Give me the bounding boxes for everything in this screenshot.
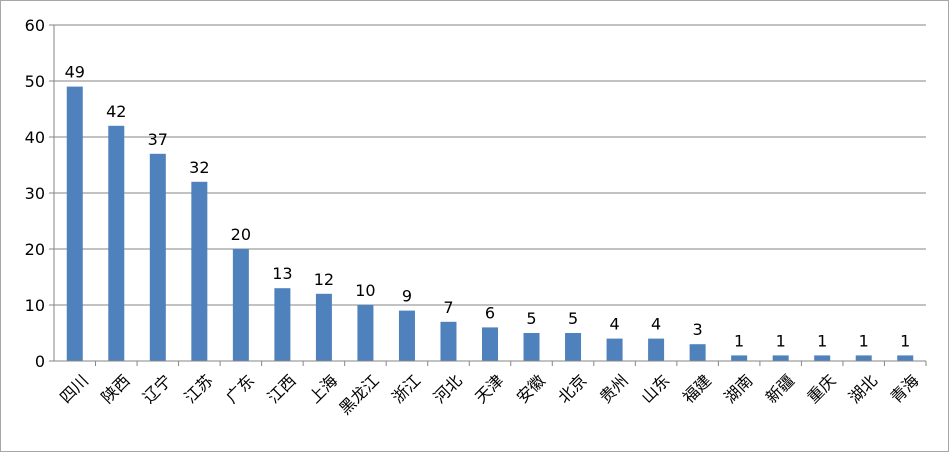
- bar: [565, 333, 582, 361]
- y-tick-label: 0: [35, 352, 45, 371]
- bar: [689, 344, 706, 361]
- bar: [606, 338, 623, 361]
- bar: [482, 327, 498, 361]
- x-tick-label: 广东: [222, 371, 258, 407]
- data-label: 32: [189, 158, 209, 177]
- data-label: 9: [402, 287, 412, 306]
- bar: [66, 86, 83, 361]
- x-tick-label: 重庆: [803, 371, 839, 407]
- bar: [731, 355, 748, 361]
- x-tick-label: 黑龙江: [335, 371, 382, 418]
- x-tick-label: 四川: [56, 371, 92, 407]
- bar: [108, 125, 125, 361]
- x-tick-label: 湖南: [720, 371, 756, 407]
- bar: [191, 181, 208, 361]
- y-tick-label: 50: [25, 72, 45, 91]
- x-tick-label: 北京: [554, 371, 590, 407]
- data-label: 4: [651, 315, 661, 334]
- data-label: 5: [526, 309, 536, 328]
- bar: [897, 355, 914, 361]
- x-tick-label: 天津: [471, 371, 507, 407]
- bar: [772, 355, 789, 361]
- x-tick-label: 江苏: [181, 371, 217, 407]
- data-label: 7: [443, 298, 453, 317]
- data-label: 12: [314, 270, 334, 289]
- data-label: 3: [693, 320, 703, 339]
- y-tick-label: 40: [25, 128, 45, 147]
- data-label: 10: [355, 281, 375, 300]
- bar: [648, 338, 665, 361]
- data-label: 1: [900, 331, 910, 350]
- x-tick-label: 辽宁: [139, 371, 175, 407]
- data-label: 1: [817, 331, 827, 350]
- bar: [274, 288, 291, 361]
- x-tick-label: 贵州: [596, 371, 632, 407]
- y-tick-label: 10: [25, 296, 45, 315]
- data-label: 1: [776, 331, 786, 350]
- y-tick-label: 60: [25, 16, 45, 35]
- bar: [232, 249, 249, 361]
- bar: [440, 321, 457, 361]
- bar: [855, 355, 872, 361]
- data-label: 13: [272, 264, 292, 283]
- data-label: 1: [734, 331, 744, 350]
- bar: [149, 153, 166, 361]
- bar: [315, 293, 332, 361]
- data-label: 4: [609, 315, 619, 334]
- data-labels: 49 42 37 32 20 13 12 10 9 7 6 5 5 4 4 3 1 1 1 1 1: [65, 63, 911, 351]
- x-tick-label: 山东: [637, 371, 673, 407]
- x-tick-label: 青海: [886, 371, 922, 407]
- x-tick-label: 新疆: [762, 371, 798, 407]
- x-tick-label: 上海: [305, 371, 341, 407]
- x-axis: 四川 陕西 辽宁 江苏 广东 江西 上海黑龙江 浙江 河北 天津 安徽 北京 贵州 山东 福建 湖南 新疆 重庆湖…: [54, 360, 927, 418]
- x-tick-label: 安徽: [513, 371, 549, 407]
- bar: [357, 305, 374, 361]
- x-tick-label: 江西: [264, 371, 300, 407]
- x-tick-label: 湖北: [845, 371, 881, 407]
- y-tick-label: 30: [25, 184, 45, 203]
- data-label: 5: [568, 309, 578, 328]
- y-tick-label: 20: [25, 240, 45, 259]
- data-label: 20: [231, 225, 251, 244]
- bar: [814, 355, 831, 361]
- data-label: 42: [106, 102, 126, 121]
- gridlines: [54, 24, 926, 306]
- x-tick-label: 福建: [679, 371, 715, 407]
- data-label: 37: [148, 130, 168, 149]
- x-tick-label: 浙江: [388, 371, 424, 407]
- data-label: 1: [859, 331, 869, 350]
- x-tick-label: 河北: [430, 371, 466, 407]
- x-tick-label: 陕西: [98, 371, 134, 407]
- y-axis: 0 10 20 30 40 50 60: [25, 16, 55, 371]
- data-label: 49: [65, 63, 85, 82]
- bar: [523, 333, 540, 361]
- data-label: 6: [485, 303, 495, 322]
- bar: [398, 310, 415, 361]
- bars: [66, 86, 914, 361]
